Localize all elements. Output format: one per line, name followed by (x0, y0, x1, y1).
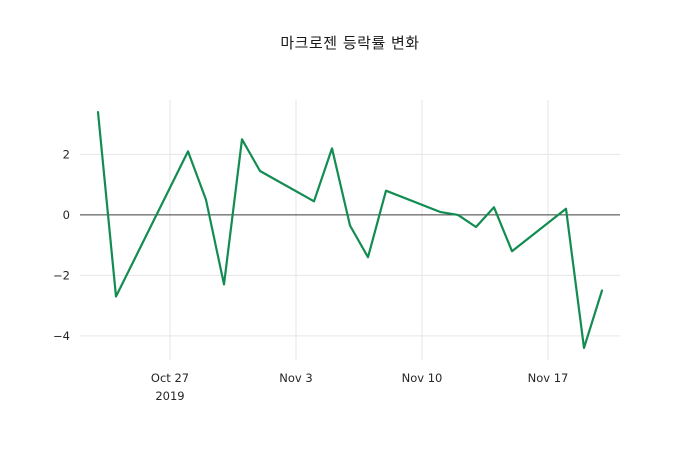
y-tick-label: 0 (63, 208, 70, 222)
x-tick-label: Oct 27 (151, 371, 189, 385)
x-tick-label: Nov 10 (402, 371, 443, 385)
series-line (96, 110, 604, 349)
y-tick-label: 2 (63, 147, 70, 161)
y-tick-label: −4 (53, 329, 70, 343)
y-tick-label: −2 (53, 268, 70, 282)
x-tick-sublabel: 2019 (155, 389, 184, 403)
x-tick-label: Nov 17 (528, 371, 569, 385)
chart-title: 마크로젠 등락률 변화 (280, 34, 420, 52)
x-tick-label: Nov 3 (279, 371, 312, 385)
